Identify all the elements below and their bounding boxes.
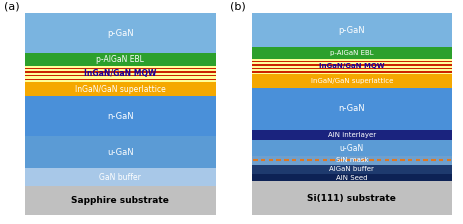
Text: u-GaN: u-GaN: [340, 144, 364, 153]
Text: InGaN/GaN superlattice: InGaN/GaN superlattice: [75, 84, 166, 94]
Bar: [25, 13, 216, 53]
Bar: [25, 186, 216, 215]
Bar: [252, 13, 452, 47]
Text: AlN interlayer: AlN interlayer: [328, 132, 376, 138]
Bar: [25, 78, 216, 80]
Text: AlGaN buffer: AlGaN buffer: [330, 166, 374, 172]
Bar: [25, 96, 216, 136]
Bar: [252, 88, 452, 130]
Bar: [252, 74, 452, 88]
Bar: [25, 136, 216, 168]
Bar: [252, 47, 452, 59]
Text: p-GaN: p-GaN: [338, 26, 365, 35]
Text: p-AlGaN EBL: p-AlGaN EBL: [96, 55, 144, 64]
Bar: [25, 71, 216, 73]
Text: (b): (b): [230, 1, 245, 11]
Text: Si(111) substrate: Si(111) substrate: [307, 194, 396, 203]
Bar: [252, 165, 452, 174]
Bar: [252, 140, 452, 156]
Text: n-GaN: n-GaN: [338, 104, 365, 114]
Text: GaN buffer: GaN buffer: [100, 173, 141, 182]
Text: SiN mask: SiN mask: [336, 157, 368, 164]
Bar: [25, 53, 216, 66]
Bar: [252, 59, 452, 74]
Text: p-GaN: p-GaN: [107, 29, 134, 38]
Bar: [252, 181, 452, 215]
Text: n-GaN: n-GaN: [107, 112, 134, 121]
Bar: [252, 61, 452, 62]
Bar: [252, 130, 452, 140]
Text: AlN Seed: AlN Seed: [336, 175, 368, 181]
Text: InGaN/GaN MQW: InGaN/GaN MQW: [319, 63, 385, 69]
Text: u-GaN: u-GaN: [107, 148, 134, 157]
Bar: [252, 156, 452, 165]
Text: (a): (a): [4, 1, 19, 11]
Bar: [252, 71, 452, 73]
Bar: [25, 66, 216, 82]
Text: InGaN/GaN superlattice: InGaN/GaN superlattice: [311, 78, 393, 84]
Text: Sapphire substrate: Sapphire substrate: [71, 196, 169, 205]
Bar: [252, 174, 452, 181]
Bar: [25, 82, 216, 96]
Bar: [25, 168, 216, 186]
Bar: [252, 68, 452, 69]
Text: p-AlGaN EBL: p-AlGaN EBL: [330, 50, 374, 56]
Bar: [252, 64, 452, 66]
Bar: [25, 75, 216, 76]
Text: InGaN/GaN MQW: InGaN/GaN MQW: [84, 69, 156, 78]
Bar: [25, 68, 216, 69]
